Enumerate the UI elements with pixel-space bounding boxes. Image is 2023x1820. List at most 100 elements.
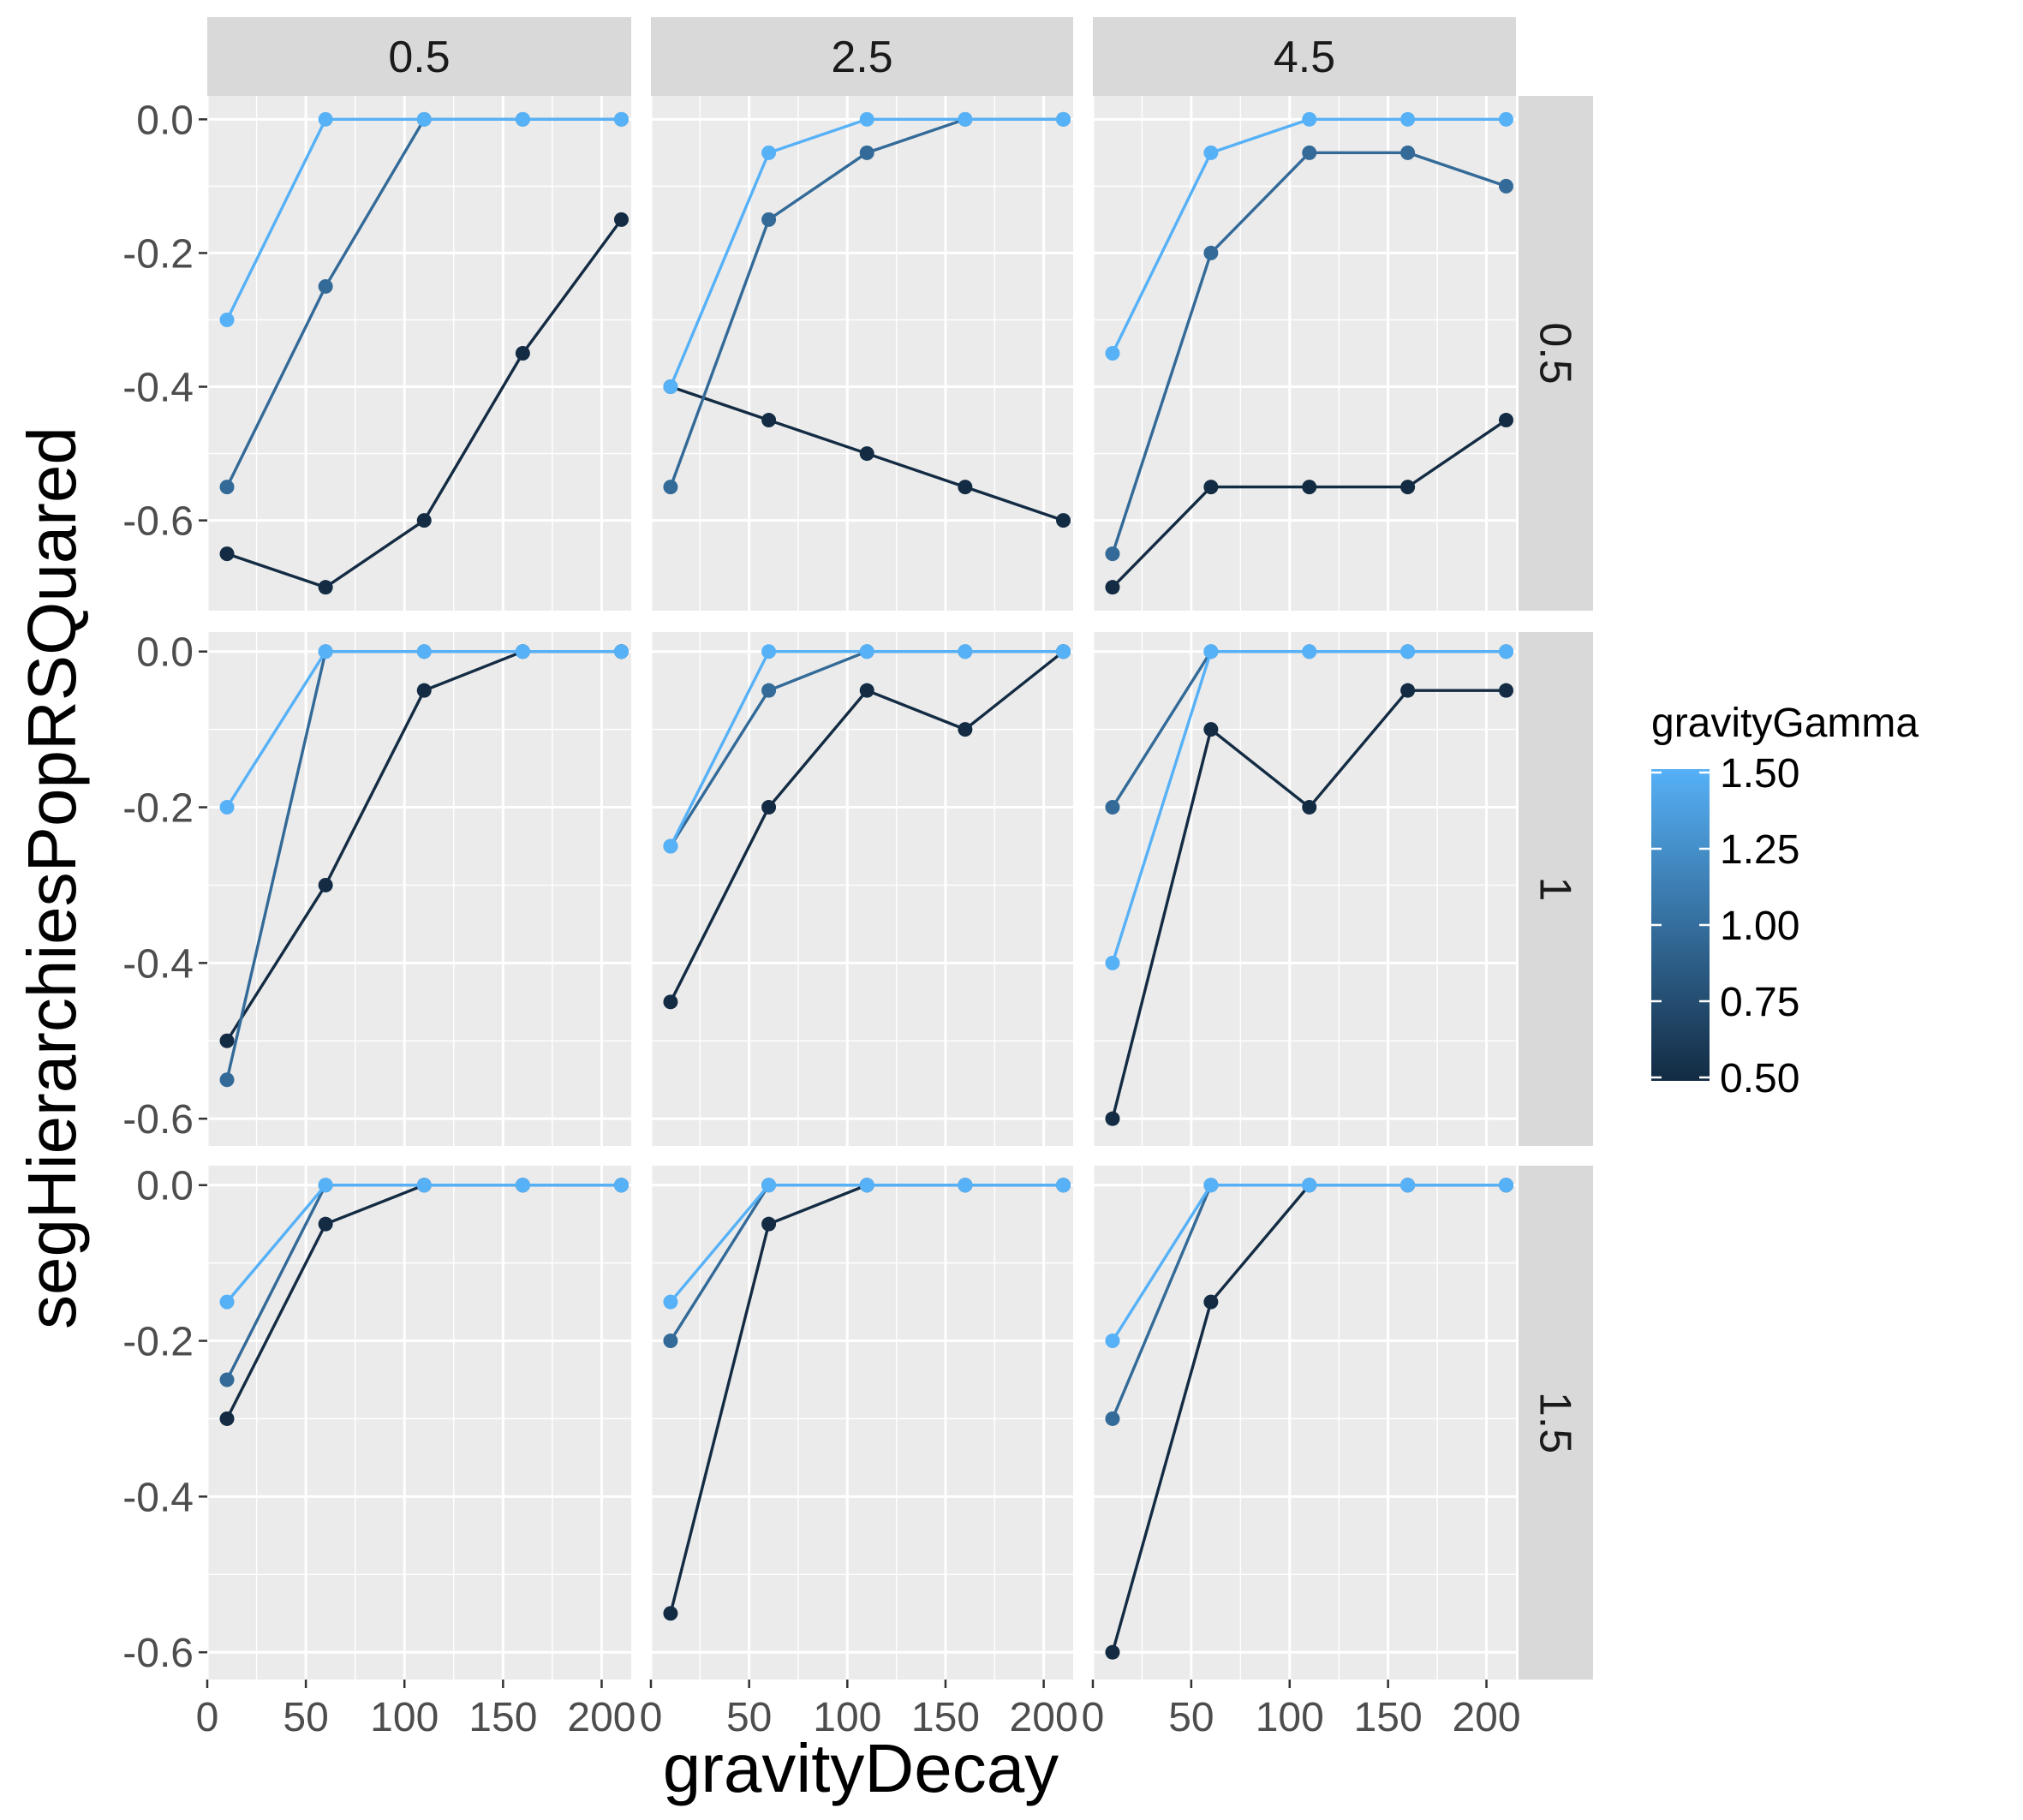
x-tick-label: 200 xyxy=(567,1695,636,1740)
data-point xyxy=(1302,145,1317,160)
data-point xyxy=(219,480,235,495)
data-point xyxy=(761,145,777,160)
row-strip-label: 0.5 xyxy=(1531,322,1580,384)
row-strip-0 xyxy=(1519,96,1593,611)
data-point xyxy=(1105,1111,1120,1126)
data-point xyxy=(416,644,432,659)
data-point xyxy=(318,877,333,892)
data-point xyxy=(1105,346,1120,361)
data-point xyxy=(1302,480,1317,495)
x-tick-label: 50 xyxy=(283,1695,328,1740)
data-point xyxy=(663,838,678,854)
data-point xyxy=(318,580,333,595)
data-point xyxy=(219,312,235,327)
data-point xyxy=(958,1178,973,1193)
data-point xyxy=(958,644,973,659)
data-point xyxy=(416,1178,432,1193)
data-point xyxy=(416,111,432,127)
panel-background xyxy=(1093,96,1516,611)
data-point xyxy=(1203,480,1219,495)
panel-background xyxy=(1093,1166,1516,1680)
y-tick-label: -0.4 xyxy=(122,366,194,411)
panel-r1-c0 xyxy=(206,632,631,1146)
data-point xyxy=(761,413,777,428)
data-point xyxy=(761,212,777,227)
data-point xyxy=(416,513,432,528)
data-point xyxy=(1056,1178,1071,1193)
legend-break-label: 0.75 xyxy=(1720,980,1799,1025)
y-tick-label: 0.0 xyxy=(136,1164,194,1209)
data-point xyxy=(1302,1178,1317,1193)
panel-background xyxy=(651,96,1073,611)
x-tick-label: 100 xyxy=(370,1695,439,1740)
col-strip-1 xyxy=(651,17,1073,96)
panel-r1-c1 xyxy=(649,632,1073,1146)
y-tick-label: -0.2 xyxy=(122,786,194,832)
data-point xyxy=(515,1178,530,1193)
legend-break-label: 0.50 xyxy=(1720,1056,1799,1101)
panel-background xyxy=(1093,632,1516,1146)
x-tick-label: 150 xyxy=(911,1695,980,1740)
panel-r0-c2 xyxy=(1091,96,1516,611)
data-point xyxy=(1302,800,1317,815)
data-point xyxy=(958,722,973,737)
data-point xyxy=(1499,683,1514,698)
data-point xyxy=(219,1294,235,1310)
data-point xyxy=(1400,111,1416,127)
panel-r2-c2 xyxy=(1091,1166,1516,1680)
y-axis-title: segHierarchiesPopRSQuared xyxy=(14,427,90,1329)
legend-break-label: 1.50 xyxy=(1720,751,1799,797)
data-point xyxy=(1105,580,1120,595)
data-point xyxy=(663,1606,678,1621)
row-strip-2 xyxy=(1519,1166,1593,1680)
data-point xyxy=(859,683,874,698)
x-tick-label: 100 xyxy=(1256,1695,1324,1740)
panel-background xyxy=(651,632,1073,1146)
y-tick-label: 0.0 xyxy=(136,630,194,676)
data-point xyxy=(1400,480,1416,495)
data-point xyxy=(1302,111,1317,127)
data-point xyxy=(1400,145,1416,160)
data-point xyxy=(663,1294,678,1310)
data-point xyxy=(515,644,530,659)
col-strip-label: 0.5 xyxy=(388,33,450,82)
data-point xyxy=(219,1033,235,1048)
data-point xyxy=(219,546,235,562)
data-point xyxy=(859,111,874,127)
data-point xyxy=(1400,683,1416,698)
data-point xyxy=(761,1216,777,1232)
data-point xyxy=(613,644,629,659)
data-point xyxy=(416,683,432,698)
data-point xyxy=(1499,644,1514,659)
row-strip-1 xyxy=(1519,632,1593,1146)
col-strip-label: 2.5 xyxy=(831,33,892,82)
data-point xyxy=(318,1178,333,1193)
data-point xyxy=(761,644,777,659)
y-tick-label: 0.0 xyxy=(136,98,194,143)
data-point xyxy=(663,480,678,495)
legend-ticks: 0.50 0.75 1.00 1.25 1.50 xyxy=(1651,751,1799,1101)
x-tick-label: 0 xyxy=(196,1695,219,1740)
x-tick-label: 150 xyxy=(468,1695,537,1740)
x-tick-label: 50 xyxy=(1168,1695,1214,1740)
data-point xyxy=(613,111,629,127)
panel-background xyxy=(651,1166,1073,1680)
legend-break-label: 1.25 xyxy=(1720,827,1799,873)
data-point xyxy=(761,800,777,815)
panel-r0-c1 xyxy=(649,96,1073,611)
data-point xyxy=(1105,546,1120,562)
data-point xyxy=(1203,245,1219,260)
panel-background xyxy=(207,1166,631,1680)
y-tick-label: -0.6 xyxy=(122,1631,194,1676)
data-point xyxy=(1400,1178,1416,1193)
data-point xyxy=(859,1178,874,1193)
y-tick-label: -0.6 xyxy=(122,1097,194,1143)
panel-r2-c1 xyxy=(649,1166,1073,1680)
x-tick-label: 100 xyxy=(813,1695,881,1740)
legend-break-label: 1.00 xyxy=(1720,904,1799,949)
x-axis-title: gravityDecay xyxy=(663,1730,1059,1806)
data-point xyxy=(1203,1178,1219,1193)
legend: gravityGamma 0.50 0.75 1.00 1.25 1.50 xyxy=(1651,701,1919,1101)
data-point xyxy=(761,683,777,698)
